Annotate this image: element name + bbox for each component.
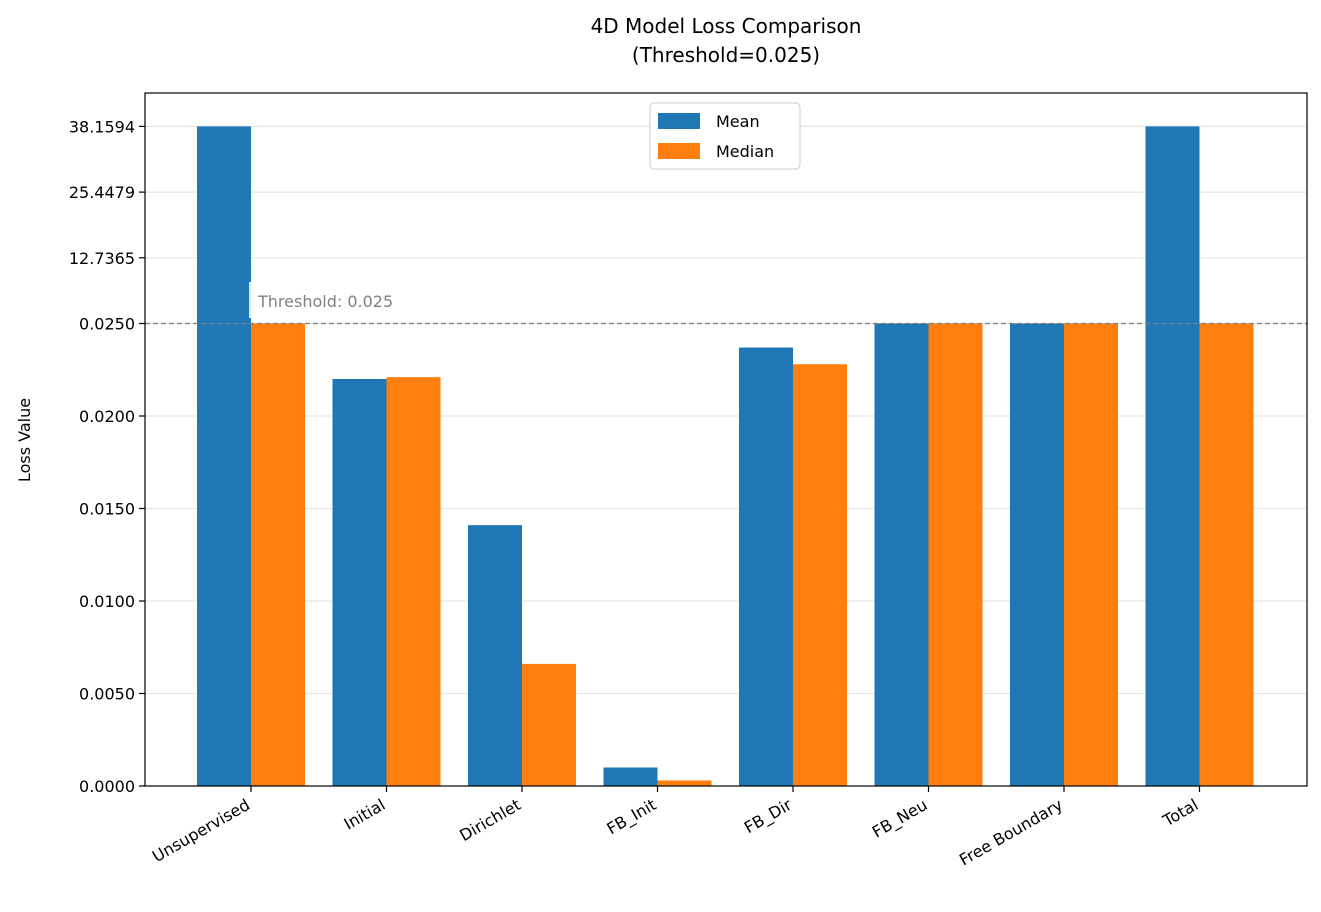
- x-tick-label: Unsupervised: [149, 795, 253, 866]
- y-tick-label: 38.1594: [69, 117, 135, 136]
- bar-median: [1064, 323, 1118, 786]
- chart-subtitle: (Threshold=0.025): [632, 43, 820, 67]
- legend-label-mean: Mean: [716, 112, 760, 131]
- y-tick-label: 0.0100: [79, 592, 135, 611]
- y-tick-label: 25.4479: [69, 183, 135, 202]
- legend-label-median: Median: [716, 142, 774, 161]
- bar-median: [1199, 323, 1254, 786]
- bar-median: [657, 780, 712, 786]
- legend-swatch-median: [658, 143, 700, 159]
- threshold-label: Threshold: 0.025: [257, 292, 393, 311]
- bar-mean: [1010, 323, 1064, 786]
- y-axis-label: Loss Value: [15, 398, 34, 482]
- x-tick-label: FB_Neu: [869, 795, 931, 842]
- bar-median: [386, 377, 441, 786]
- bar-mean: [603, 767, 658, 786]
- x-axis-ticks: Unsupervised Initial Dirichlet FB_Init FB_Di…: [149, 786, 1202, 870]
- bar-median: [522, 663, 576, 786]
- x-tick-label: Total: [1159, 795, 1202, 831]
- bar-mean: [468, 525, 522, 786]
- y-tick-label: 0.0050: [79, 685, 135, 704]
- y-tick-label: 0.0000: [79, 777, 135, 796]
- x-tick-label: Initial: [341, 795, 389, 834]
- threshold-annotation: Threshold: 0.025: [145, 282, 1307, 325]
- x-tick-label: FB_Dir: [741, 795, 796, 838]
- y-axis-ticks: 0.0000 0.0050 0.0100 0.0150 0.0200 0.0250 12.7…: [69, 117, 145, 796]
- x-tick-label: FB_Init: [603, 795, 660, 839]
- y-tick-label: 0.0250: [79, 315, 135, 334]
- chart-title: 4D Model Loss Comparison: [591, 14, 862, 38]
- x-tick-label: Dirichlet: [456, 795, 524, 845]
- bar-mean: [874, 323, 929, 786]
- y-tick-label: 0.0200: [79, 407, 135, 426]
- bar-median: [793, 364, 847, 786]
- y-tick-label: 0.0150: [79, 500, 135, 519]
- bar-mean: [1145, 126, 1200, 786]
- bar-mean: [197, 126, 251, 786]
- bar-mean: [332, 379, 387, 786]
- bar-median: [928, 323, 983, 786]
- legend-swatch-mean: [658, 113, 700, 129]
- x-tick-label: Free Boundary: [956, 795, 1066, 870]
- threshold-label-box: [249, 282, 441, 318]
- legend: Mean Median: [649, 102, 801, 170]
- plot-frame: [144, 92, 1308, 787]
- bar-mean: [739, 347, 793, 786]
- bar-median: [251, 323, 305, 786]
- grid-lines: [145, 125, 1307, 695]
- bars: [197, 126, 1254, 786]
- y-tick-label: 12.7365: [69, 249, 135, 268]
